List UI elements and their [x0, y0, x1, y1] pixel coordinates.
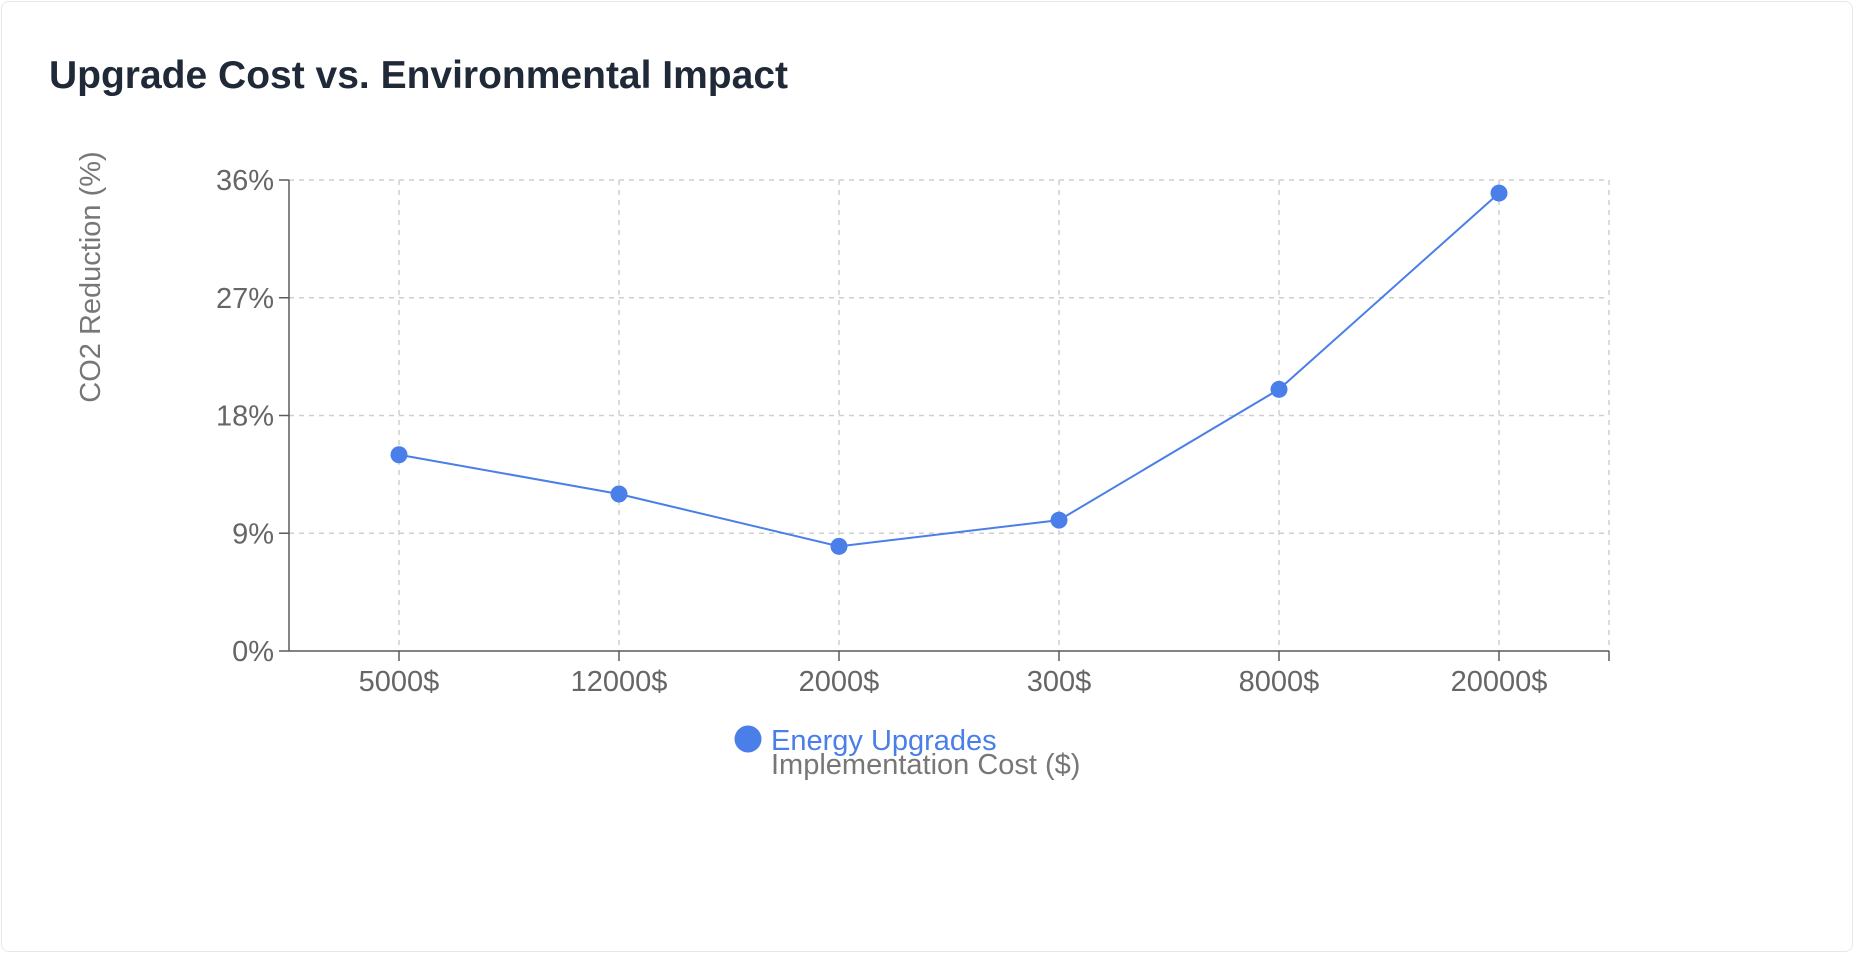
data-point[interactable]	[1050, 511, 1068, 529]
y-tick-label: 18%	[216, 401, 274, 433]
y-axis-label: CO2 Reduction (%)	[75, 151, 107, 402]
data-point[interactable]	[1270, 380, 1288, 398]
x-tick-label: 20000$	[1451, 666, 1548, 698]
legend-marker[interactable]	[734, 725, 762, 753]
data-point[interactable]	[1490, 184, 1508, 202]
series-line	[398, 192, 1500, 548]
x-tick-label: 12000$	[571, 666, 668, 698]
x-tick-label: 5000$	[359, 666, 440, 698]
data-point[interactable]	[610, 485, 628, 503]
y-tick-label: 27%	[216, 283, 274, 315]
data-point[interactable]	[390, 446, 408, 464]
x-tick-label: 8000$	[1239, 666, 1320, 698]
x-tick-label: 300$	[1027, 666, 1092, 698]
y-tick-label: 0%	[232, 636, 274, 668]
data-point[interactable]	[830, 537, 848, 555]
chart-title: Upgrade Cost vs. Environmental Impact	[49, 54, 789, 97]
y-tick-label: 36%	[216, 165, 274, 197]
legend-label[interactable]: Energy Upgrades	[771, 725, 997, 757]
x-axis-label: Implementation Cost ($)	[771, 749, 1080, 781]
x-tick-label: 2000$	[799, 666, 880, 698]
y-tick-label: 9%	[232, 518, 274, 550]
